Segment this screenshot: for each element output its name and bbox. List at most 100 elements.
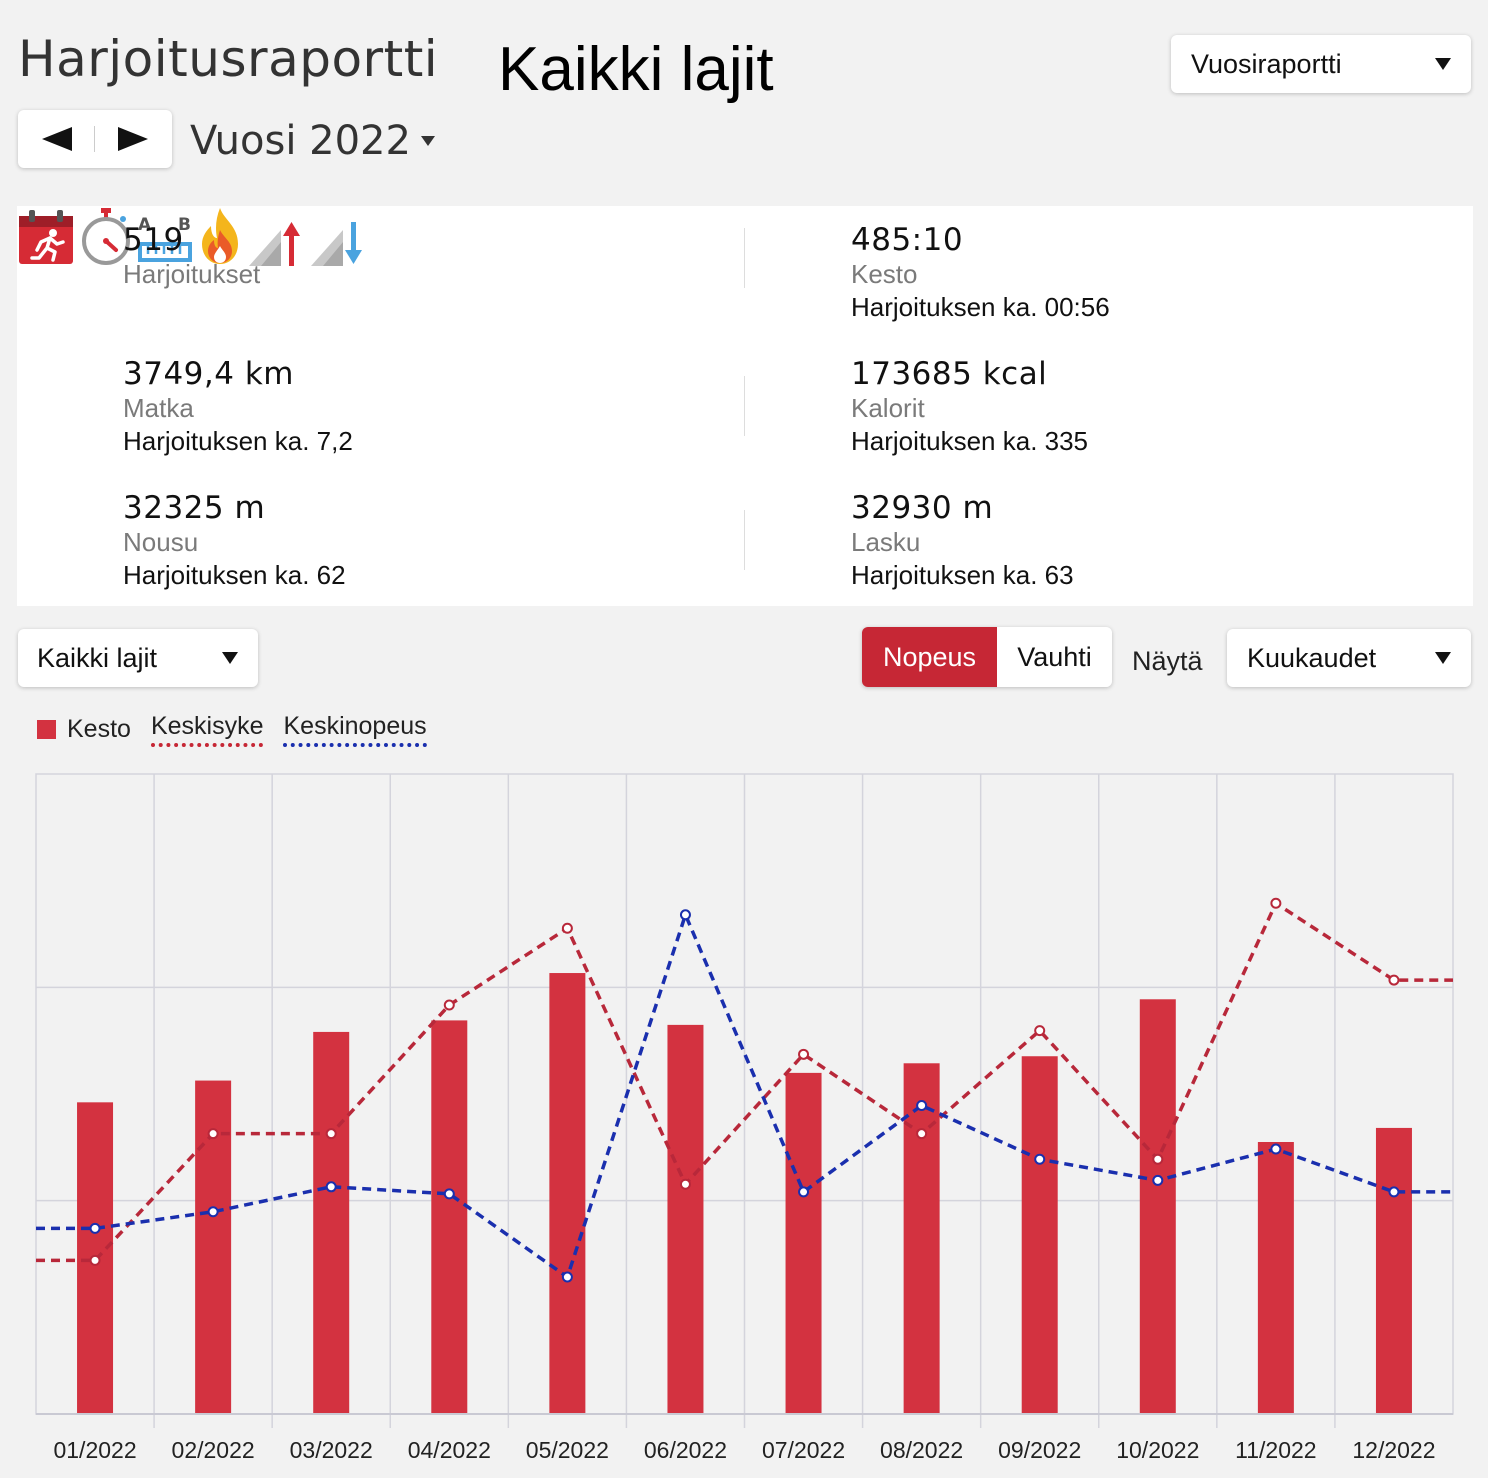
summary-panel: 519 Harjoitukset 485:10 Kesto Harjoituks…	[17, 206, 1473, 606]
stat-descent: 32930 m Lasku Harjoituksen ka. 63	[851, 490, 1074, 591]
period-selector[interactable]: Vuosi 2022	[190, 118, 435, 164]
report-type-select[interactable]: Vuosiraportti	[1171, 35, 1471, 93]
nav-divider	[94, 126, 95, 152]
training-chart: 01/2022 02/2022 03/2022 04/2022 05/2022 06/20…	[35, 773, 1454, 1463]
duration-average: Harjoituksen ka. 00:56	[851, 292, 1110, 322]
speed-point	[443, 1188, 455, 1200]
bar-duration	[1139, 999, 1176, 1414]
legend-label: Kesto	[67, 715, 131, 743]
stat-calories: 173685 kcal Kalorit Harjoituksen ka. 335	[851, 356, 1088, 457]
column-divider	[744, 376, 745, 436]
svg-text:A: A	[138, 215, 152, 235]
bar-duration	[431, 1020, 468, 1414]
heart-rate-point	[1270, 897, 1282, 909]
heart-rate-point	[916, 1128, 928, 1140]
distance-label: Matka	[123, 393, 194, 423]
x-tick-label: 08/2022	[880, 1437, 963, 1463]
sport-title: Kaikki lajit	[498, 35, 774, 104]
legend-item-duration[interactable]: Kesto	[37, 715, 131, 744]
descent-label: Lasku	[851, 527, 921, 557]
speed-point	[679, 909, 691, 921]
caret-down-icon	[1435, 652, 1451, 664]
legend-item-heart-rate[interactable]: Keskisyke	[150, 712, 264, 747]
speed-option[interactable]: Nopeus	[862, 627, 997, 687]
workouts-label: Harjoitukset	[123, 259, 261, 289]
duration-label: Kesto	[851, 259, 918, 289]
period-navigation	[18, 110, 172, 168]
heart-rate-point	[798, 1048, 810, 1060]
speed-line	[36, 909, 1453, 1280]
legend-item-speed[interactable]: Keskinopeus	[283, 712, 427, 747]
distance-value: 3749,4 km	[123, 356, 294, 392]
stat-workouts: 519 Harjoitukset	[123, 222, 260, 290]
calories-label: Kalorit	[851, 393, 925, 423]
speed-point	[207, 1206, 219, 1218]
heart-rate-point	[1388, 974, 1400, 986]
pace-option[interactable]: Vauhti	[997, 627, 1112, 687]
previous-arrow-icon[interactable]	[42, 127, 72, 151]
descent-average: Harjoituksen ka. 63	[851, 560, 1074, 590]
x-tick-label: 05/2022	[526, 1437, 609, 1463]
bar-duration	[549, 973, 586, 1414]
heart-rate-point	[561, 922, 573, 934]
caret-down-icon	[1435, 58, 1451, 70]
bar-duration	[1257, 1142, 1294, 1414]
ascent-icon	[248, 222, 300, 266]
svg-text:B: B	[178, 215, 191, 235]
speed-point	[561, 1271, 573, 1283]
grouping-select[interactable]: Kuukaudet	[1227, 629, 1471, 687]
stat-distance: 3749,4 km Matka Harjoituksen ka. 7,2	[123, 356, 353, 457]
speed-point	[325, 1181, 337, 1193]
stat-duration: 485:10 Kesto Harjoituksen ka. 00:56	[851, 222, 1110, 323]
calories-value: 173685 kcal	[851, 356, 1048, 392]
x-tick-label: 12/2022	[1352, 1437, 1435, 1463]
speed-point	[1034, 1153, 1046, 1165]
legend-swatch	[37, 720, 56, 739]
bar-duration	[667, 1024, 704, 1414]
x-tick-label: 09/2022	[998, 1437, 1081, 1463]
distance-average: Harjoituksen ka. 7,2	[123, 426, 353, 456]
heart-rate-point	[1152, 1153, 1164, 1165]
heart-rate-point	[325, 1128, 337, 1140]
period-label: Vuosi 2022	[190, 118, 411, 164]
caret-down-icon	[222, 652, 238, 664]
flame-icon	[202, 208, 239, 264]
heart-rate-point	[679, 1178, 691, 1190]
bar-duration	[1021, 1056, 1058, 1414]
duration-value: 485:10	[851, 222, 964, 258]
speed-point	[89, 1222, 101, 1234]
legend-label: Keskinopeus	[283, 712, 427, 747]
heart-rate-point	[89, 1254, 101, 1266]
stat-ascent: 32325 m Nousu Harjoituksen ka. 62	[123, 490, 346, 591]
calendar-runner-icon	[19, 210, 73, 264]
ascent-average: Harjoituksen ka. 62	[123, 560, 346, 590]
column-divider	[744, 228, 745, 288]
heart-rate-point	[443, 999, 455, 1011]
next-arrow-icon[interactable]	[118, 127, 148, 151]
heart-rate-point	[207, 1128, 219, 1140]
ascent-label: Nousu	[123, 527, 199, 557]
workouts-value: 519	[123, 222, 184, 258]
heart-rate-line	[36, 900, 1453, 1263]
report-type-value: Vuosiraportti	[1191, 48, 1342, 79]
speed-point	[916, 1100, 928, 1112]
heart-rate-point	[1034, 1025, 1046, 1037]
bar-duration	[313, 1031, 350, 1414]
x-tick-label: 10/2022	[1116, 1437, 1199, 1463]
grouping-value: Kuukaudet	[1247, 642, 1377, 673]
sport-filter-select[interactable]: Kaikki lajit	[18, 629, 258, 687]
caret-down-icon	[420, 136, 435, 146]
speed-point	[798, 1186, 810, 1198]
speed-point	[1270, 1143, 1282, 1155]
stopwatch-icon	[82, 208, 131, 265]
x-tick-label: 06/2022	[644, 1437, 727, 1463]
column-divider	[744, 510, 745, 570]
show-label: Näytä	[1132, 646, 1203, 676]
ruler-ab-icon: A B	[137, 215, 192, 262]
speed-point	[1388, 1186, 1400, 1198]
legend-label: Keskisyke	[150, 712, 264, 747]
x-tick-label: 11/2022	[1235, 1437, 1316, 1463]
calories-average: Harjoituksen ka. 335	[851, 426, 1089, 456]
x-tick-label: 03/2022	[290, 1437, 373, 1463]
bar-duration	[785, 1072, 822, 1414]
